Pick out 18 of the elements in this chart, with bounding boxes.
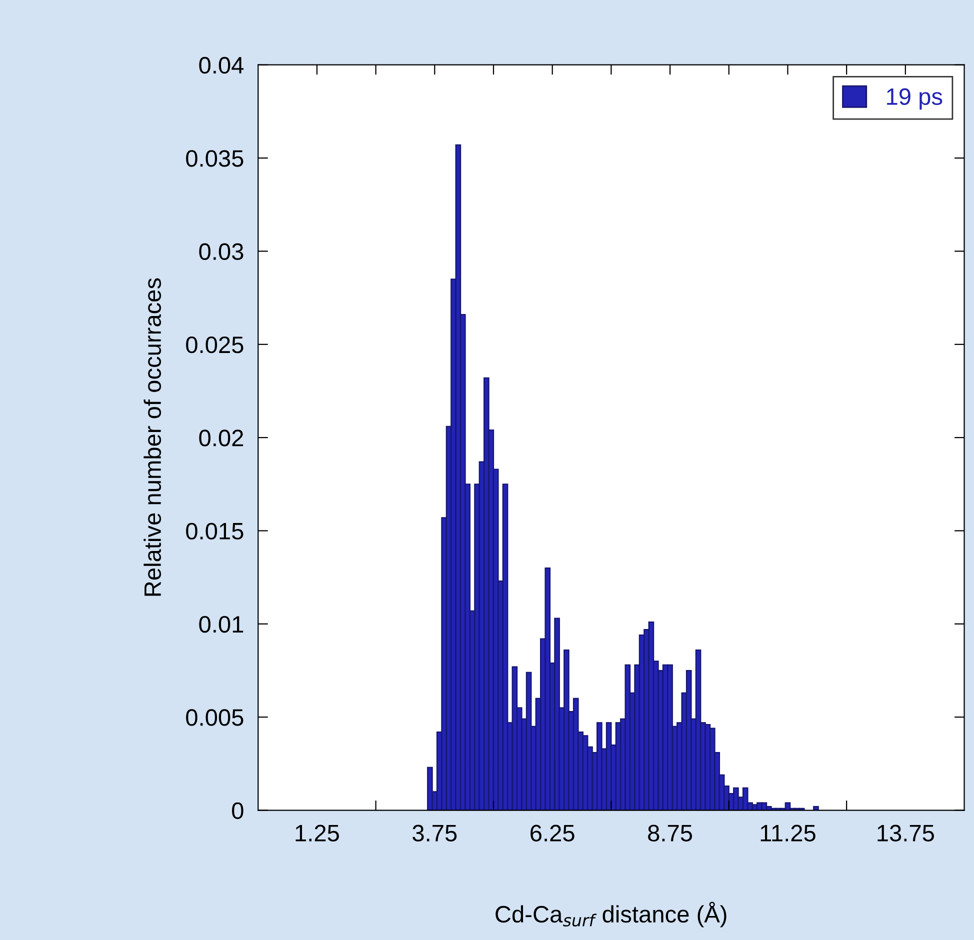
x-tick-label: 3.75 xyxy=(412,824,457,842)
x-tick-label: 11.25 xyxy=(760,824,816,842)
x-tick-label: 13.75 xyxy=(878,824,934,842)
y-tick-label: 0.035 xyxy=(186,150,244,167)
x-tick-label: 8.75 xyxy=(648,824,692,842)
y-tick-label: 0.04 xyxy=(199,56,244,74)
y-tick-label: 0.005 xyxy=(186,709,244,726)
x-tick-label: 6.25 xyxy=(530,824,574,842)
y-tick-label: 0.015 xyxy=(186,522,244,540)
y-tick-label: 0.025 xyxy=(186,336,244,354)
y-tick-label: 0.01 xyxy=(199,616,244,633)
legend-label: 19 ps xyxy=(887,88,942,110)
y-tick-label: 0 xyxy=(232,802,244,820)
y-tick-label: 0.03 xyxy=(199,243,244,260)
x-tick-label: 1.25 xyxy=(296,824,339,842)
y-axis-title: Relative number of occurraces xyxy=(144,278,162,596)
x-axis-title: Cd-Ca$_{surf}$ distance (Å) xyxy=(496,902,726,928)
y-tick-label: 0.02 xyxy=(199,430,244,446)
